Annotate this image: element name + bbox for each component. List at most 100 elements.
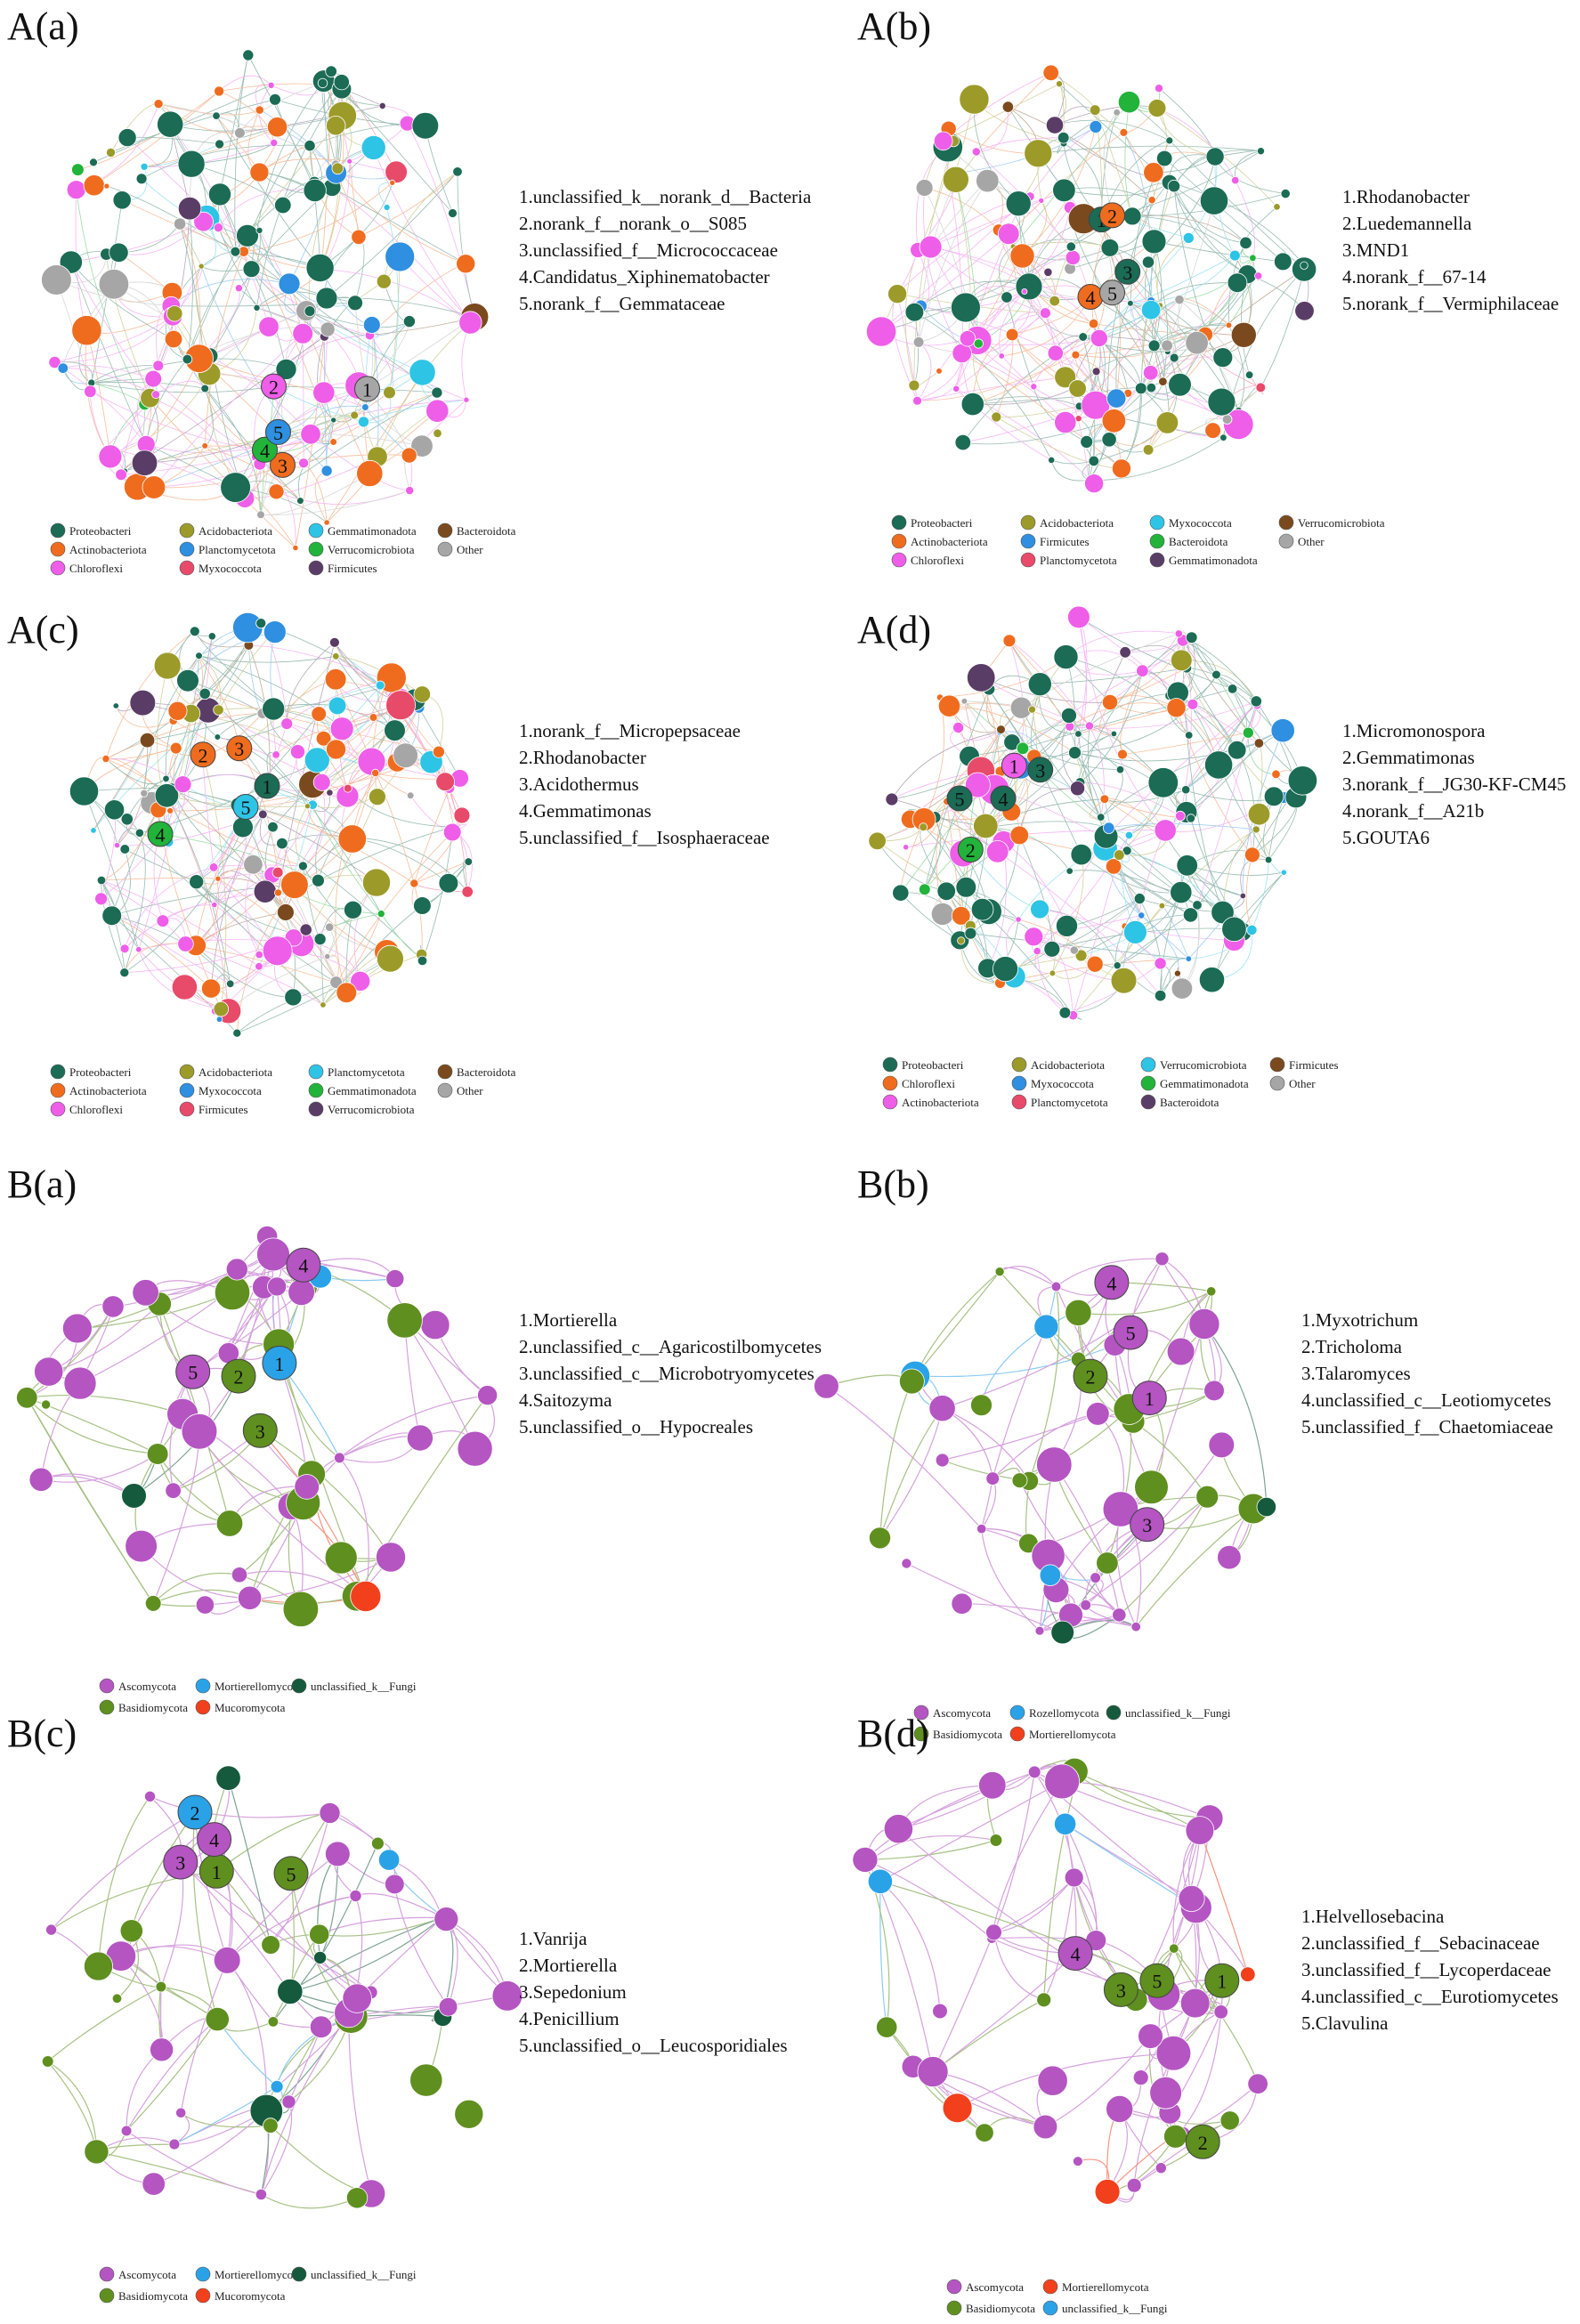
edge (355, 1893, 447, 1920)
edge (1082, 336, 1168, 352)
network-node (432, 745, 445, 758)
edge (150, 1795, 330, 1818)
network-node (362, 316, 381, 334)
network-node (1045, 116, 1065, 134)
legend-label: Verrucomicrobiota (1160, 1058, 1247, 1072)
edge (932, 1999, 1044, 2073)
panel-label: A(c) (7, 608, 79, 652)
legend-label: Firmicutes (1040, 535, 1090, 548)
edge (227, 1777, 271, 1946)
network-node (1069, 945, 1079, 955)
network-node (401, 447, 417, 464)
nodes: 1 2 3 4 5 (868, 605, 1318, 1021)
network-node (413, 685, 432, 703)
key-node-number: 5 (188, 1362, 198, 1384)
edge (930, 247, 1046, 314)
edge (1173, 186, 1239, 411)
network-node (868, 831, 887, 851)
edge (992, 1326, 1047, 1479)
legend-swatch (1011, 1075, 1027, 1091)
network-node (985, 839, 1009, 863)
edge (356, 1395, 489, 1597)
legend-swatch (179, 1101, 195, 1117)
key-taxon-5: 5.norank_f__Vermiphilaceae (1342, 293, 1559, 314)
network-node (431, 386, 443, 399)
network-node (989, 1834, 1003, 1847)
network-node (165, 1482, 182, 1499)
edge (1200, 1291, 1215, 1391)
edge (326, 297, 475, 318)
network-node (1111, 458, 1131, 479)
legend-swatch (308, 522, 324, 538)
edge (880, 233, 1009, 332)
edge (158, 103, 336, 165)
network-node (109, 242, 129, 263)
network-node (409, 359, 436, 386)
network-node (1230, 321, 1257, 348)
legend-label: Basidiomycota (118, 1701, 188, 1714)
network-node (201, 442, 209, 449)
edge (1130, 255, 1236, 304)
network-node (1028, 705, 1037, 714)
network-node (1124, 830, 1134, 840)
network-node (1161, 339, 1173, 352)
edge (333, 392, 438, 442)
edge (180, 1960, 228, 2113)
edge (1053, 1464, 1120, 1615)
network-node (28, 1467, 53, 1492)
edge (879, 1407, 944, 1539)
edge (1115, 303, 1131, 399)
edge (1179, 275, 1259, 385)
edge (1242, 730, 1284, 896)
edge (1138, 898, 1163, 996)
network-node (1102, 1491, 1139, 1527)
legend-label: unclassified_k__Fungi (311, 1680, 417, 1693)
edge (144, 126, 278, 167)
key-node-5 (946, 785, 973, 812)
edge (331, 187, 466, 264)
key-node-number: 5 (955, 789, 965, 811)
edge (278, 432, 423, 447)
legend-swatch (1042, 2279, 1058, 2295)
network-node (919, 822, 928, 832)
network-node (84, 385, 97, 399)
network-node (438, 872, 459, 894)
legend-swatch (50, 1064, 66, 1080)
network-node (1240, 1966, 1256, 1982)
network-node (177, 150, 206, 178)
network-node (1096, 813, 1106, 822)
network-node (164, 329, 183, 349)
legend-swatch (1020, 514, 1036, 530)
edge (1078, 1291, 1211, 1316)
network-node (345, 2187, 369, 2209)
edge (40, 1473, 134, 1497)
edge (1211, 871, 1284, 980)
network-node (261, 1935, 280, 1955)
network-node (304, 305, 316, 318)
network-node (1001, 101, 1015, 113)
legend-swatch (1011, 1057, 1027, 1073)
network-node (942, 2093, 973, 2124)
edge (961, 1603, 1137, 1628)
legend-label: Verrucomicrobiota (328, 543, 415, 556)
network-node (1005, 190, 1032, 217)
legend-swatch (99, 2266, 115, 2282)
edge (158, 358, 287, 370)
network-node (1255, 382, 1267, 393)
network-node (1073, 2156, 1083, 2167)
edge (981, 677, 1090, 726)
key-taxon-3: 3.Acidothermus (519, 773, 639, 795)
network-node (324, 953, 331, 960)
edge (26, 1397, 158, 1455)
edge (1089, 652, 1126, 726)
edge (270, 2125, 372, 2195)
key-taxon-2: 2.unclassified_f__Sebacinaceae (1301, 1932, 1540, 1954)
edge (923, 697, 944, 820)
network-node (296, 497, 304, 505)
network-node (326, 789, 334, 797)
edge (868, 1834, 996, 1864)
key-node-1 (354, 376, 380, 402)
network-node (985, 1923, 1002, 1941)
network-node (115, 468, 127, 481)
network-node (1198, 967, 1226, 993)
